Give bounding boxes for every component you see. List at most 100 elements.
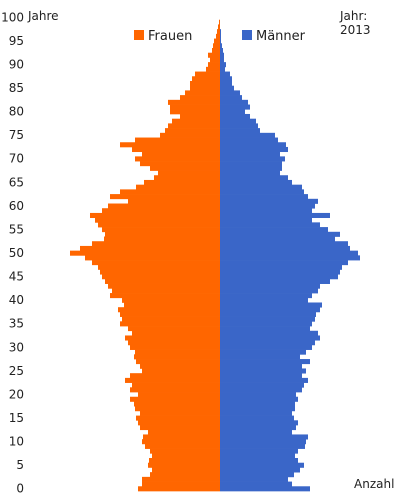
bar-frauen-age-65 <box>144 179 220 186</box>
y-tick-35: 35 <box>9 317 24 331</box>
bar-frauen-age-1 <box>142 481 220 487</box>
bar-frauen-age-7 <box>152 453 220 459</box>
bar-maenner-age-56 <box>220 222 320 228</box>
bar-frauen-age-87 <box>192 76 220 82</box>
bar-frauen-age-56 <box>98 222 220 228</box>
bar-maenner-age-51 <box>220 245 350 251</box>
bar-maenner-age-92 <box>220 52 224 58</box>
bar-frauen-age-46 <box>100 269 220 275</box>
bar-frauen-age-25 <box>142 368 220 374</box>
bar-frauen-age-28 <box>134 354 220 360</box>
bar-maenner-age-81 <box>220 104 250 110</box>
y-tick-65: 65 <box>9 175 24 189</box>
bar-frauen-age-80 <box>170 109 220 115</box>
bar-frauen-age-29 <box>135 349 220 355</box>
bar-maenner-age-86 <box>220 80 232 87</box>
bar-frauen-age-54 <box>105 231 220 237</box>
bar-maenner-age-89 <box>220 66 225 72</box>
bar-maenner-age-38 <box>220 307 320 313</box>
bar-maenner-age-3 <box>220 472 294 478</box>
bar-maenner-age-55 <box>220 227 328 233</box>
y-tick-75: 75 <box>9 128 24 142</box>
bar-maenner-age-33 <box>220 330 318 336</box>
bar-maenner-age-41 <box>220 293 312 299</box>
bar-frauen-age-78 <box>172 118 220 124</box>
bar-maenner-age-64 <box>220 184 302 190</box>
bar-frauen-age-41 <box>110 293 220 299</box>
bar-frauen-age-9 <box>145 443 220 449</box>
bar-frauen-age-4 <box>152 467 220 473</box>
bar-frauen-age-35 <box>120 321 220 327</box>
bar-frauen-age-52 <box>92 241 220 247</box>
bar-maenner-age-84 <box>220 90 240 96</box>
y-tick-50: 50 <box>9 246 24 260</box>
bar-frauen-age-75 <box>160 132 220 138</box>
bar-maenner-age-1 <box>220 481 292 487</box>
bar-maenner-age-36 <box>220 316 315 322</box>
bar-frauen-age-6 <box>149 458 220 464</box>
bar-frauen-age-22 <box>132 382 220 388</box>
bar-frauen-age-88 <box>195 71 220 77</box>
bar-frauen-age-64 <box>136 184 220 190</box>
bar-frauen-age-34 <box>128 326 220 332</box>
bar-maenner-age-17 <box>220 406 295 412</box>
bar-maenner-age-40 <box>220 297 308 303</box>
bar-maenner-age-49 <box>220 255 360 261</box>
bar-frauen-age-53 <box>104 236 220 242</box>
bar-frauen-age-36 <box>122 316 220 322</box>
bar-maenner-age-76 <box>220 128 260 134</box>
bar-frauen-age-14 <box>138 420 220 426</box>
bar-maenner-age-90 <box>220 62 226 68</box>
bar-maenner-age-50 <box>220 250 358 256</box>
bar-maenner-age-35 <box>220 321 312 327</box>
bar-frauen-age-76 <box>165 128 220 134</box>
bar-frauen-age-21 <box>130 387 220 393</box>
bar-maenner-age-14 <box>220 420 298 426</box>
y-tick-labels: 0 5 10 15 20 25 30 35 40 45 50 55 60 65 70 75 80 85 90 95 10… <box>1 10 24 495</box>
bar-maenner-age-39 <box>220 302 322 308</box>
y-tick-40: 40 <box>9 293 24 307</box>
bar-maenner-age-52 <box>220 241 348 247</box>
bar-frauen-age-57 <box>95 217 220 223</box>
bar-maenner-age-60 <box>220 203 315 209</box>
bar-frauen-age-83 <box>180 95 220 101</box>
bar-frauen-age-24 <box>130 373 220 379</box>
bar-frauen-age-12 <box>148 429 220 435</box>
bar-maenner-age-80 <box>220 109 245 115</box>
bar-frauen-age-66 <box>154 175 220 181</box>
bar-frauen-age-37 <box>120 311 220 317</box>
bar-frauen-age-26 <box>140 363 220 369</box>
bar-frauen-age-2 <box>142 476 220 482</box>
bar-maenner-age-19 <box>220 396 298 402</box>
bar-maenner-age-96 <box>220 33 221 39</box>
bar-maenner-age-93 <box>220 47 223 54</box>
y-tick-80: 80 <box>9 105 24 119</box>
bar-frauen-age-85 <box>190 85 220 91</box>
legend-label-maenner: Männer <box>256 29 306 44</box>
bar-frauen-age-10 <box>142 439 220 445</box>
legend-label-frauen: Frauen <box>148 29 192 44</box>
bar-maenner-age-91 <box>220 57 224 63</box>
bar-maenner-age-65 <box>220 179 292 186</box>
bar-maenner-age-43 <box>220 283 320 289</box>
bar-frauen-age-98 <box>218 24 220 30</box>
bar-frauen-age-95 <box>214 38 220 44</box>
bar-frauen-age-61 <box>128 198 220 204</box>
bar-frauen-age-79 <box>180 113 220 120</box>
bar-frauen-age-91 <box>210 57 220 63</box>
bar-maenner-age-83 <box>220 95 242 101</box>
bar-maenner-age-85 <box>220 85 234 91</box>
bar-maenner-age-69 <box>220 161 282 167</box>
bar-maenner-age-0 <box>220 486 310 492</box>
bar-frauen-age-62 <box>110 194 220 200</box>
bar-maenner-age-15 <box>220 415 294 421</box>
bar-maenner-age-44 <box>220 278 330 284</box>
bar-frauen-age-0 <box>138 486 220 492</box>
bar-frauen-age-8 <box>150 448 220 454</box>
bar-maenner-age-34 <box>220 326 310 332</box>
bar-maenner-age-7 <box>220 453 295 459</box>
y-tick-20: 20 <box>9 387 24 401</box>
bar-frauen-age-33 <box>132 330 220 336</box>
bar-frauen-age-90 <box>208 62 220 68</box>
bar-frauen-age-17 <box>135 406 220 412</box>
